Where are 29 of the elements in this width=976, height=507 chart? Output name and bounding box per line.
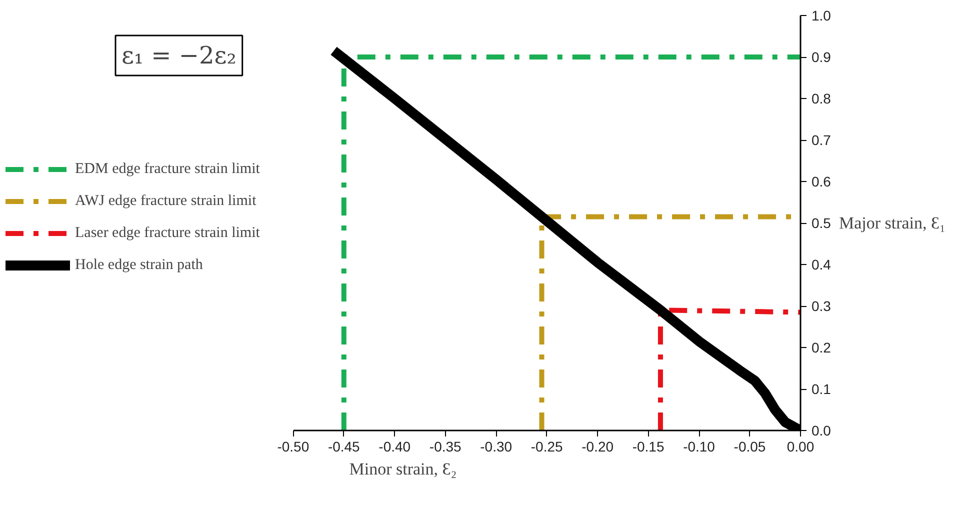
y-tick-label: 0.3	[812, 298, 832, 314]
legend-label: Laser edge fracture strain limit	[75, 224, 260, 242]
y-tick-label: 0.5	[812, 215, 832, 231]
x-tick-label: -0.40	[378, 438, 411, 454]
y-tick-label: 0.6	[812, 174, 832, 190]
x-tick-label: -0.35	[429, 438, 462, 454]
y-tick-label: 0.8	[812, 90, 832, 106]
x-tick-label: -0.05	[734, 438, 766, 454]
y-tick-label: 0.7	[812, 132, 832, 148]
y-tick-label: 0.2	[812, 340, 832, 356]
x-tick-label: -0.25	[530, 438, 563, 454]
y-tick-label: 0.0	[812, 422, 832, 438]
x-tick-label: -0.30	[480, 438, 512, 454]
x-tick-label: 0.00	[786, 438, 814, 454]
text: ε₁ = −2ε₂	[122, 42, 236, 70]
y-tick-label: 0.9	[812, 49, 832, 65]
x-tick-label: -0.50	[277, 438, 310, 454]
y-tick-label: 0.4	[812, 256, 832, 272]
y-axis-title: Major strain, Ɛ₁	[838, 214, 946, 232]
legend-label: EDM edge fracture strain limit	[75, 160, 260, 178]
x-tick-label: -0.10	[683, 438, 716, 454]
x-tick-label: -0.45	[328, 438, 360, 454]
x-axis-title: Minor strain, Ɛ₂	[349, 460, 457, 478]
legend-label: Hole edge strain path	[75, 256, 203, 274]
x-tick-label: -0.20	[582, 438, 614, 454]
legend-label: AWJ edge fracture strain limit	[75, 192, 256, 210]
y-tick-label: 1.0	[812, 8, 832, 24]
y-tick-label: 0.1	[812, 381, 832, 397]
x-tick-label: -0.15	[632, 438, 664, 454]
